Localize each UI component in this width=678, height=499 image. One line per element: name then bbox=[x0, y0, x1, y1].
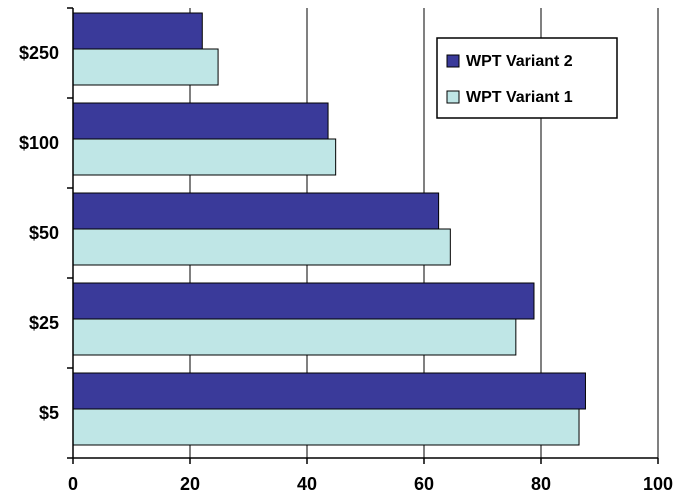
legend: WPT Variant 2 WPT Variant 1 bbox=[436, 37, 618, 119]
bar-variant1-50 bbox=[72, 228, 451, 266]
bar-variant1-25 bbox=[72, 318, 517, 356]
bar-variant1-250 bbox=[72, 48, 219, 86]
y-tick-label-100: $100 bbox=[19, 133, 59, 153]
y-tick-labels: $5 $25 $50 $100 $250 bbox=[19, 43, 59, 423]
bar-variant1-100 bbox=[72, 138, 337, 176]
x-tick-label-80: 80 bbox=[531, 474, 551, 494]
x-tick-labels: 0 20 40 60 80 100 bbox=[68, 474, 673, 494]
x-tick-label-0: 0 bbox=[68, 474, 78, 494]
y-tick-label-250: $250 bbox=[19, 43, 59, 63]
bar-variant2-25 bbox=[72, 282, 535, 320]
legend-label-2: WPT Variant 1 bbox=[466, 89, 573, 106]
x-tick-label-40: 40 bbox=[297, 474, 317, 494]
bar-variant2-5 bbox=[72, 372, 586, 410]
y-tick-label-25: $25 bbox=[29, 313, 59, 333]
bar-variant2-50 bbox=[72, 192, 440, 230]
x-tick-label-100: 100 bbox=[643, 474, 673, 494]
bar-variant1-5 bbox=[72, 408, 580, 446]
x-tick-label-60: 60 bbox=[414, 474, 434, 494]
legend-swatch-2 bbox=[446, 90, 460, 104]
x-tick-label-20: 20 bbox=[180, 474, 200, 494]
y-tick-label-50: $50 bbox=[29, 223, 59, 243]
y-tick-label-5: $5 bbox=[39, 403, 59, 423]
axes bbox=[67, 7, 659, 464]
legend-swatch-1 bbox=[446, 54, 460, 68]
bar-variant2-250 bbox=[72, 12, 203, 50]
legend-box bbox=[436, 37, 618, 119]
bar-variant2-100 bbox=[72, 102, 329, 140]
legend-label-1: WPT Variant 2 bbox=[466, 53, 573, 70]
